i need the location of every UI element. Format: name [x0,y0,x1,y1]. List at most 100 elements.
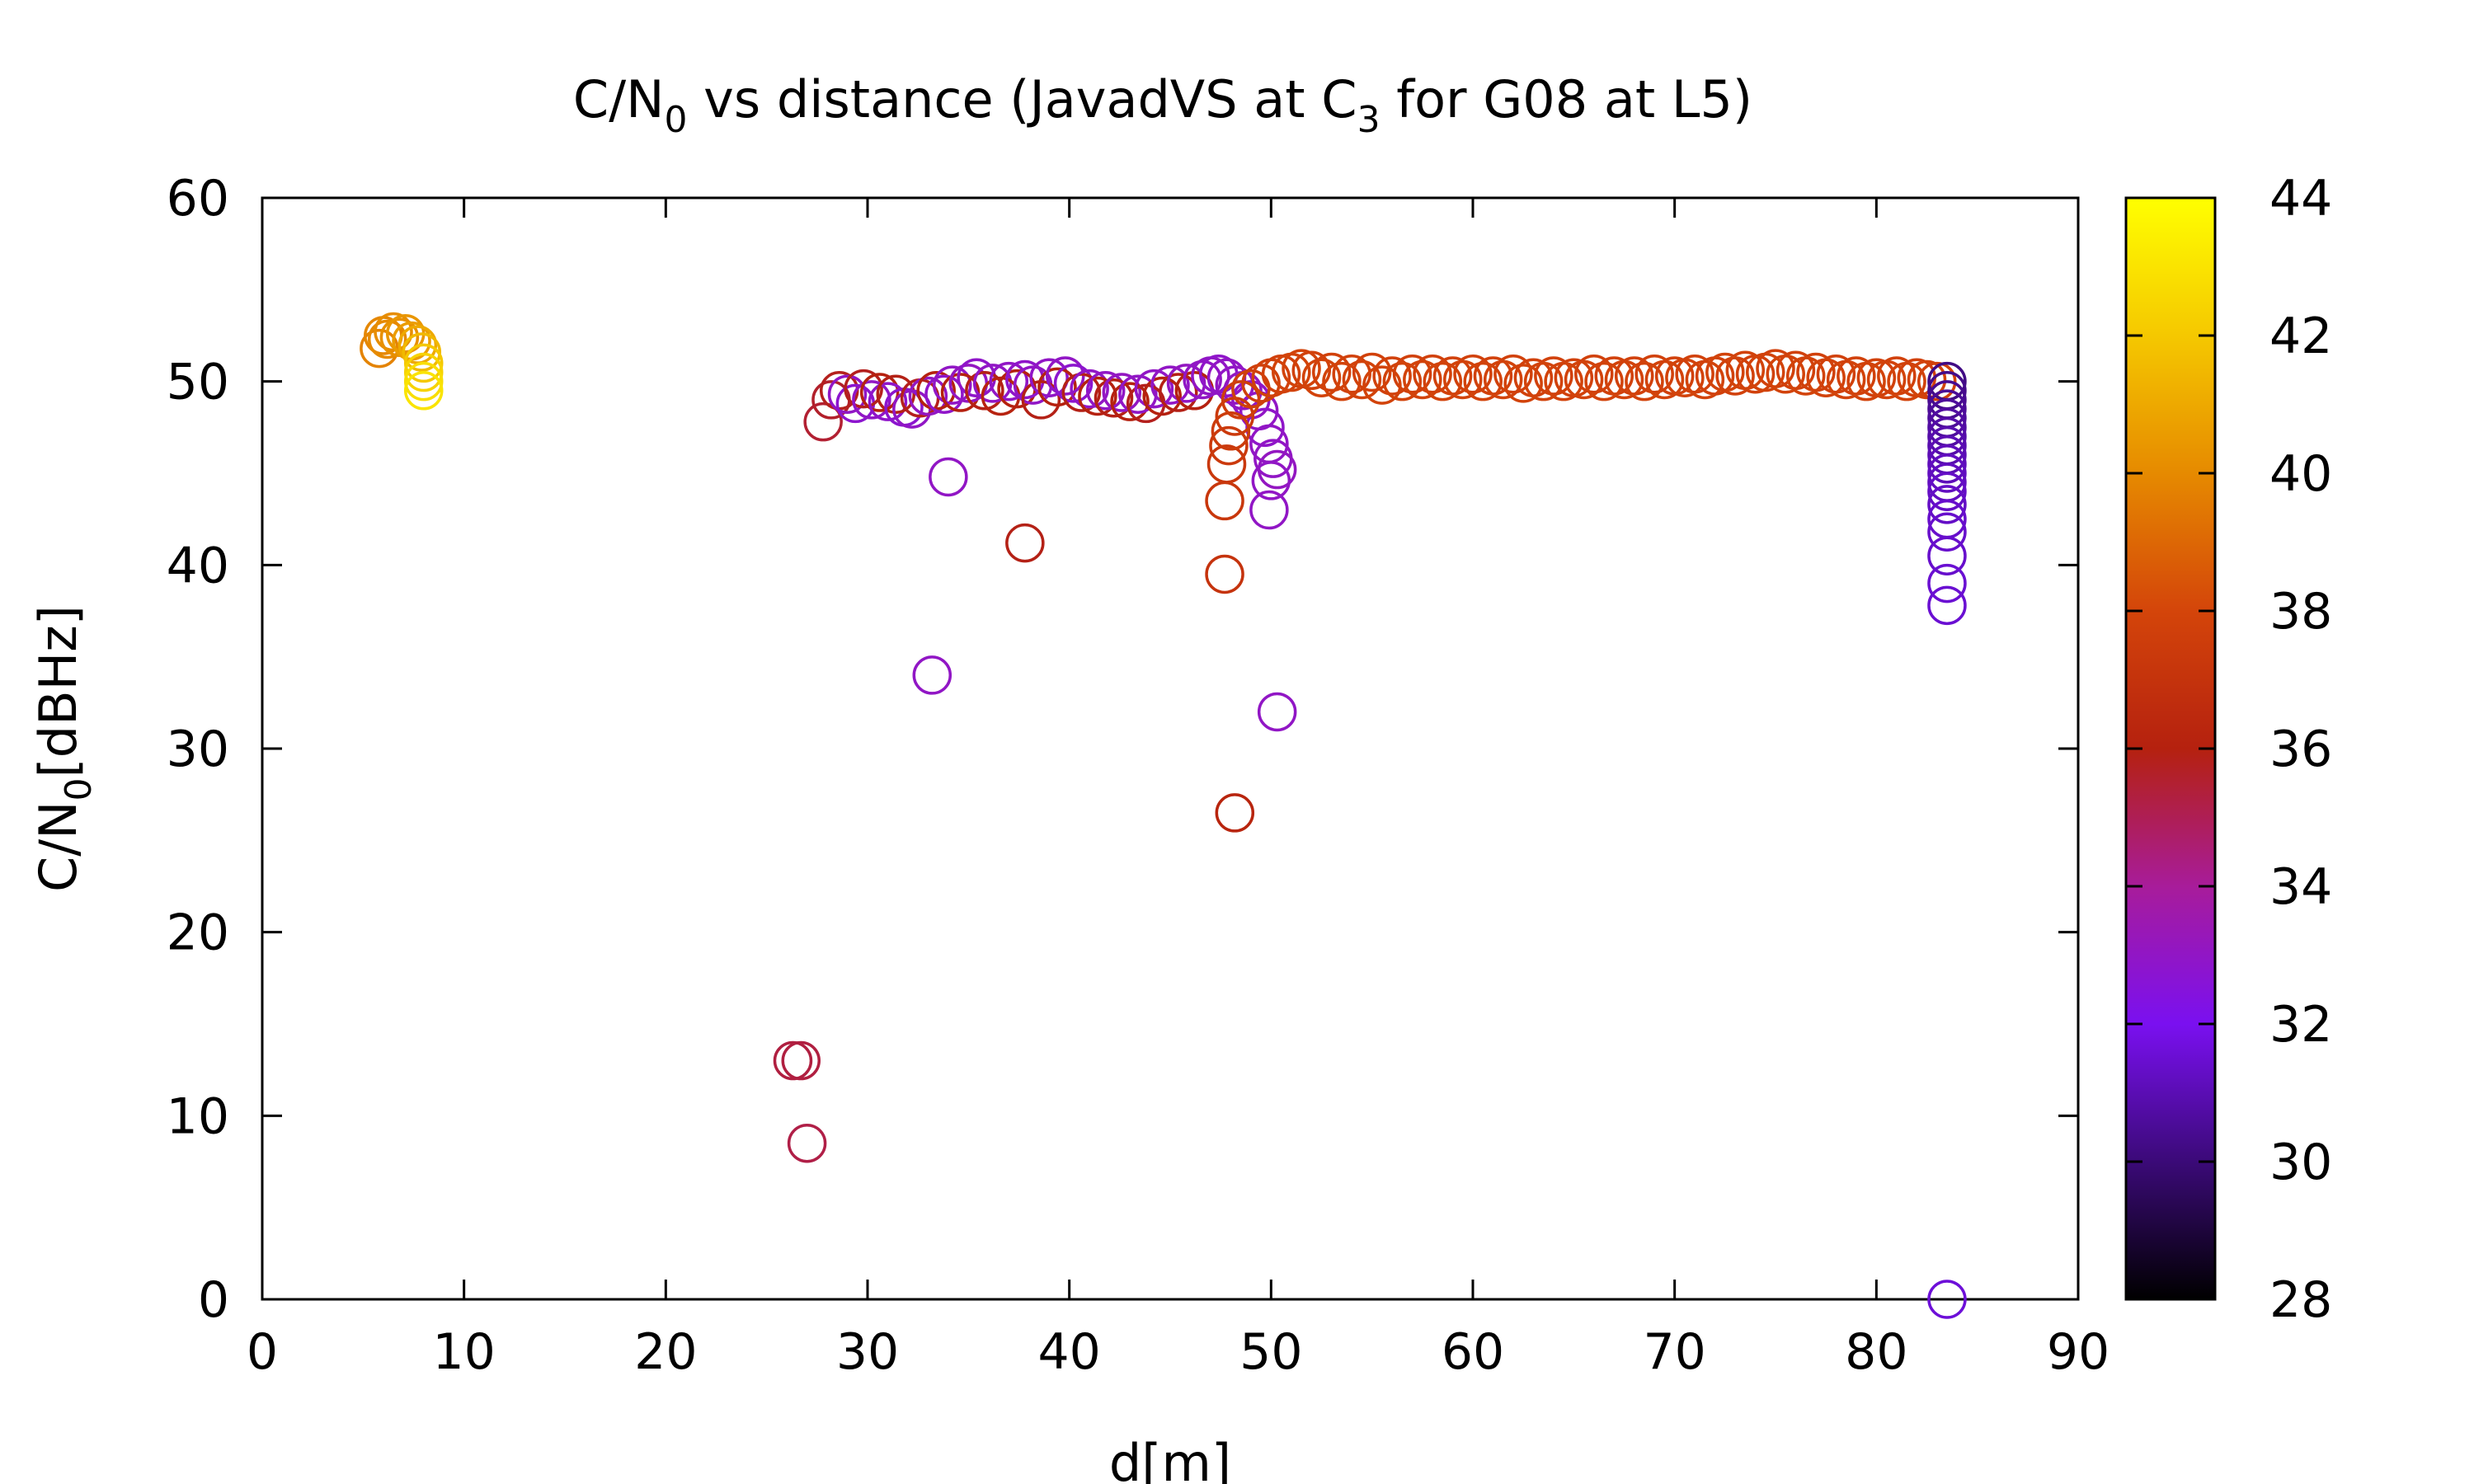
data-point [403,371,444,411]
data-point [1423,361,1463,402]
data-point [787,1123,827,1163]
data-point [1927,453,1967,493]
x-tick-label: 60 [1442,1323,1504,1381]
data-point [1584,361,1624,402]
data-point [1332,355,1371,394]
plot-frame [261,196,2080,1301]
x-tick-label: 20 [634,1323,697,1381]
data-point [1675,355,1714,394]
colorbar-tick-label: 40 [2269,445,2332,503]
data-point [1927,512,1967,552]
data-point [403,361,444,402]
data-point [1574,355,1614,394]
data-point [852,380,891,420]
data-point [1142,376,1182,416]
data-point [1715,356,1755,396]
data-point [1102,373,1142,412]
data-point [1917,361,1957,402]
data-point [1061,373,1102,412]
colorbar-tick-label: 30 [2269,1134,2332,1191]
data-point [374,312,413,352]
data-point [1211,411,1251,451]
data-point [1070,369,1109,409]
data-point [1927,485,1967,524]
data-point [1206,444,1247,484]
data-point [1796,352,1836,392]
data-point [1756,349,1795,388]
y-axis: 0 10 20 30 40 50 60 [167,170,2078,1329]
data-point [972,364,1013,403]
colorbar: 28 30 32 34 36 38 40 42 44 [2124,170,2332,1329]
data-point [1927,472,1967,512]
colorbar-tick-label: 38 [2269,583,2332,641]
data-point [892,389,932,429]
data-point [827,374,868,415]
x-tick-label: 50 [1239,1323,1302,1381]
data-point [403,343,444,383]
data-point [1150,365,1190,405]
data-point [1257,692,1297,732]
data-point [1362,365,1402,405]
data-point [908,376,948,416]
y-axis-label: C/N0[dBHz] [28,605,100,892]
data-point [1927,563,1967,603]
data-point [1183,359,1222,400]
data-point [1085,371,1126,411]
data-point [1534,356,1573,396]
data-point [1249,490,1289,530]
data-point [1776,350,1816,391]
data-point [1352,352,1392,392]
data-point [989,361,1029,402]
data-point [1877,356,1917,396]
data-point [1927,1280,1967,1319]
data-point [1159,373,1198,412]
data-point [1564,359,1604,400]
data-point [1134,369,1174,409]
data-point [367,319,407,359]
data-point [1209,425,1249,466]
data-point [1927,585,1967,626]
data-point [1078,376,1117,416]
x-tick-label: 80 [1845,1323,1907,1381]
data-point [1322,361,1362,402]
data-point [1110,382,1150,421]
colorbar-tick-label: 36 [2269,721,2332,778]
data-point [929,457,968,497]
data-point [1523,361,1564,402]
data-point [859,373,900,412]
data-point [1301,358,1342,397]
data-point [965,371,1004,411]
colorbar-tick-label: 34 [2269,858,2332,916]
colorbar-tick-label: 28 [2269,1271,2332,1329]
data-point [1257,449,1297,490]
data-point [844,369,883,409]
data-point [1483,359,1523,400]
data-point [1634,355,1674,394]
data-points [360,312,1967,1319]
data-point [1816,355,1856,394]
data-point [1463,361,1503,402]
y-tick-label: 10 [167,1087,229,1145]
data-point [1927,444,1967,484]
data-point [1342,359,1382,400]
colorbar-tick-label: 32 [2269,996,2332,1054]
data-point [1037,367,1077,407]
colorbar-ticks: 28 30 32 34 36 38 40 42 44 [2126,170,2332,1329]
data-point [781,1040,821,1081]
data-point [912,655,952,695]
data-point [1205,481,1244,521]
x-tick-label: 90 [2047,1323,2109,1381]
plot-area: 0 10 20 30 40 50 60 70 80 90 0 10 20 30 40 50 60 [167,170,2110,1381]
data-point [1094,378,1134,418]
y-tick-label: 60 [167,170,229,228]
data-point [1927,536,1967,575]
x-axis-label: d[m] [1109,1433,1231,1484]
data-point [1625,361,1664,402]
x-tick-label: 30 [836,1323,899,1381]
data-point [403,352,444,392]
data-point [1372,356,1412,396]
data-point [1251,461,1291,500]
data-point [1046,356,1085,396]
colorbar-tick-label: 42 [2269,308,2332,365]
